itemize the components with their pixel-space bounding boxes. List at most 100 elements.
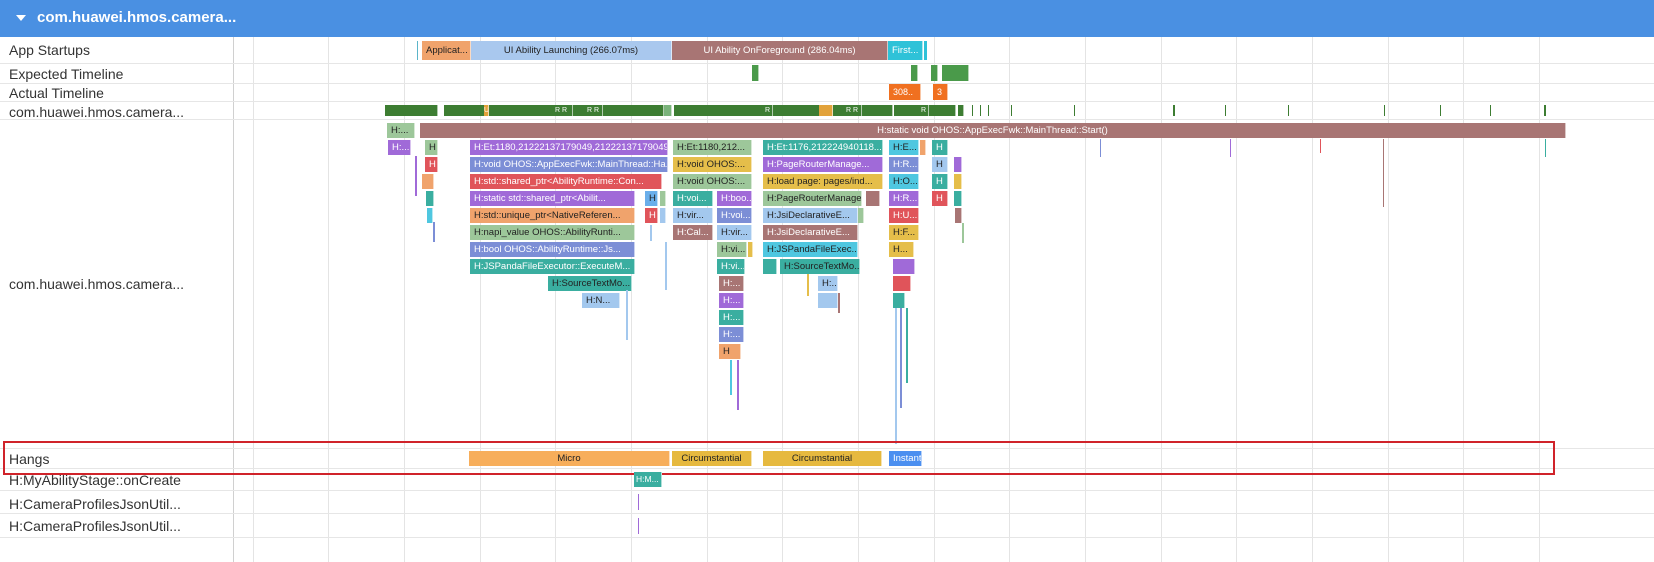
trace-slice[interactable] bbox=[920, 140, 926, 155]
row-label-ability-stage[interactable]: H:MyAbilityStage::onCreate bbox=[9, 472, 181, 488]
trace-slice[interactable] bbox=[893, 293, 905, 308]
trace-slice[interactable]: H:SourceTextMo... bbox=[780, 259, 860, 274]
thread-state-running[interactable] bbox=[958, 105, 964, 116]
row-label-expected-timeline[interactable]: Expected Timeline bbox=[9, 66, 124, 82]
trace-slice[interactable]: H bbox=[932, 191, 948, 206]
row-label-main-thread[interactable]: com.huawei.hmos.camera... bbox=[9, 276, 185, 292]
trace-slice[interactable] bbox=[763, 259, 777, 274]
trace-slice[interactable] bbox=[748, 242, 753, 257]
trace-slice[interactable]: H:N... bbox=[582, 293, 620, 308]
trace-slice[interactable] bbox=[818, 293, 838, 308]
trace-slice[interactable]: H:JSPandaFileExecutor::ExecuteM... bbox=[470, 259, 635, 274]
trace-slice[interactable] bbox=[954, 174, 962, 189]
trace-slice[interactable]: H:... bbox=[719, 276, 744, 291]
trace-slice[interactable]: H:Et:1180,212... bbox=[673, 140, 752, 155]
collapse-chevron-icon[interactable] bbox=[16, 15, 26, 21]
trace-slice[interactable]: H:E... bbox=[889, 140, 919, 155]
trace-slice[interactable]: H:... bbox=[818, 276, 838, 291]
thread-state-runnable[interactable] bbox=[664, 105, 672, 116]
trace-slice[interactable]: H bbox=[932, 140, 948, 155]
thread-state-mark[interactable]: R bbox=[765, 105, 773, 116]
trace-slice[interactable]: H:PageRouterManage... bbox=[763, 191, 862, 206]
trace-slice[interactable]: H bbox=[932, 157, 948, 172]
trace-slice[interactable]: H:Cal... bbox=[673, 225, 713, 240]
trace-slice[interactable]: H:void OHOS:... bbox=[673, 157, 752, 172]
trace-slice[interactable]: H:vi... bbox=[717, 259, 745, 274]
thread-state-mark[interactable]: U bbox=[484, 105, 489, 116]
expected-frame[interactable] bbox=[931, 65, 938, 81]
trace-slice[interactable] bbox=[422, 174, 434, 189]
trace-slice[interactable] bbox=[954, 191, 962, 206]
trace-slice[interactable] bbox=[660, 191, 666, 206]
trace-slice[interactable]: H:... bbox=[719, 293, 744, 308]
expected-frame[interactable] bbox=[911, 65, 918, 81]
trace-slice[interactable]: H:void OHOS:... bbox=[673, 174, 752, 189]
trace-slice[interactable]: H:std::unique_ptr<NativeReferen... bbox=[470, 208, 635, 223]
startup-ui-foreground[interactable]: UI Ability OnForeground (286.04ms) bbox=[672, 41, 888, 60]
trace-slice-main-start[interactable]: H:static void OHOS::AppExecFwk::MainThre… bbox=[420, 123, 1566, 138]
row-label-camera-profiles-1[interactable]: H:CameraProfilesJsonUtil... bbox=[9, 496, 181, 512]
hang-circumstantial[interactable]: Circumstantial bbox=[763, 451, 882, 466]
trace-slice[interactable]: H:vir... bbox=[673, 208, 713, 223]
actual-frame[interactable]: 308.. bbox=[889, 84, 921, 100]
trace-slice[interactable]: H:load page: pages/ind... bbox=[763, 174, 883, 189]
trace-slice[interactable]: H... bbox=[889, 242, 914, 257]
thread-state-running[interactable] bbox=[833, 105, 893, 116]
thread-state-running[interactable] bbox=[674, 105, 824, 116]
row-label-camera-profiles-2[interactable]: H:CameraProfilesJsonUtil... bbox=[9, 518, 181, 534]
row-label-hangs[interactable]: Hangs bbox=[9, 451, 50, 467]
trace-slice[interactable] bbox=[427, 208, 433, 223]
trace-tick[interactable] bbox=[638, 494, 639, 510]
trace-slice[interactable]: H bbox=[719, 344, 741, 359]
trace-slice[interactable]: H bbox=[425, 157, 438, 172]
trace-slice[interactable] bbox=[955, 208, 962, 223]
hang-micro[interactable]: Micro bbox=[469, 451, 670, 466]
thread-state-mark[interactable]: R R bbox=[846, 105, 862, 116]
trace-slice[interactable]: H:JSPandaFileExec... bbox=[763, 242, 858, 257]
trace-slice[interactable]: H:vi... bbox=[717, 242, 747, 257]
trace-slice[interactable]: H:... bbox=[387, 123, 415, 138]
hang-circumstantial[interactable]: Circumstantial bbox=[672, 451, 752, 466]
trace-slice[interactable]: H:boo... bbox=[717, 191, 752, 206]
trace-slice[interactable]: H:F... bbox=[889, 225, 919, 240]
trace-slice[interactable]: H:... bbox=[719, 310, 744, 325]
expected-frame[interactable] bbox=[942, 65, 969, 81]
trace-slice[interactable] bbox=[893, 259, 915, 274]
trace-slice[interactable]: H:... bbox=[388, 140, 411, 155]
startup-ui-launching[interactable]: UI Ability Launching (266.07ms) bbox=[471, 41, 672, 60]
trace-slice[interactable] bbox=[660, 208, 666, 223]
actual-frame[interactable]: 3 bbox=[933, 84, 948, 100]
trace-slice[interactable]: H:... bbox=[719, 327, 744, 342]
thread-state-mark[interactable]: R R bbox=[587, 105, 603, 116]
process-header[interactable]: com.huawei.hmos.camera... bbox=[0, 0, 1654, 37]
trace-slice[interactable]: H:U... bbox=[889, 208, 919, 223]
trace-slice[interactable] bbox=[893, 276, 911, 291]
row-label-process-thread[interactable]: com.huawei.hmos.camera... bbox=[9, 104, 185, 120]
trace-slice[interactable]: H:Et:1176,212224940118... bbox=[763, 140, 883, 155]
row-label-actual-timeline[interactable]: Actual Timeline bbox=[9, 85, 104, 101]
trace-slice[interactable]: H:O... bbox=[889, 174, 919, 189]
trace-slice[interactable]: H bbox=[645, 191, 658, 206]
trace-slice[interactable]: H:void OHOS::AppExecFwk::MainThread::Ha.… bbox=[470, 157, 668, 172]
trace-slice[interactable]: H:JsiDeclarativeE... bbox=[763, 225, 858, 240]
startup-first-frame[interactable]: First... bbox=[888, 41, 923, 60]
trace-slice[interactable]: H:static std::shared_ptr<Abilit... bbox=[470, 191, 635, 206]
trace-slice[interactable]: H:std::shared_ptr<AbilityRuntime::Con... bbox=[470, 174, 662, 189]
thread-state-uninterruptible[interactable] bbox=[819, 105, 833, 116]
trace-slice[interactable]: H:voi... bbox=[673, 191, 713, 206]
trace-slice[interactable]: H:Et:1180,21222137179049,21222137179049.… bbox=[470, 140, 668, 155]
trace-slice[interactable]: H:R... bbox=[889, 157, 919, 172]
trace-slice[interactable]: H:vir... bbox=[717, 225, 752, 240]
trace-slice-ability-stage[interactable]: H:M... bbox=[634, 472, 662, 487]
hang-instant[interactable]: Instant bbox=[889, 451, 922, 466]
thread-state-mark[interactable]: R R bbox=[555, 105, 573, 116]
trace-slice[interactable]: H bbox=[932, 174, 948, 189]
timeline-divider[interactable] bbox=[233, 37, 234, 562]
row-label-app-startups[interactable]: App Startups bbox=[9, 42, 90, 58]
trace-slice[interactable]: H bbox=[425, 140, 438, 155]
trace-slice[interactable]: H:napi_value OHOS::AbilityRunti... bbox=[470, 225, 635, 240]
trace-slice[interactable]: H:PageRouterManage... bbox=[763, 157, 883, 172]
trace-slice[interactable]: H:R... bbox=[889, 191, 919, 206]
trace-slice[interactable] bbox=[866, 191, 880, 206]
trace-tick[interactable] bbox=[638, 518, 639, 534]
